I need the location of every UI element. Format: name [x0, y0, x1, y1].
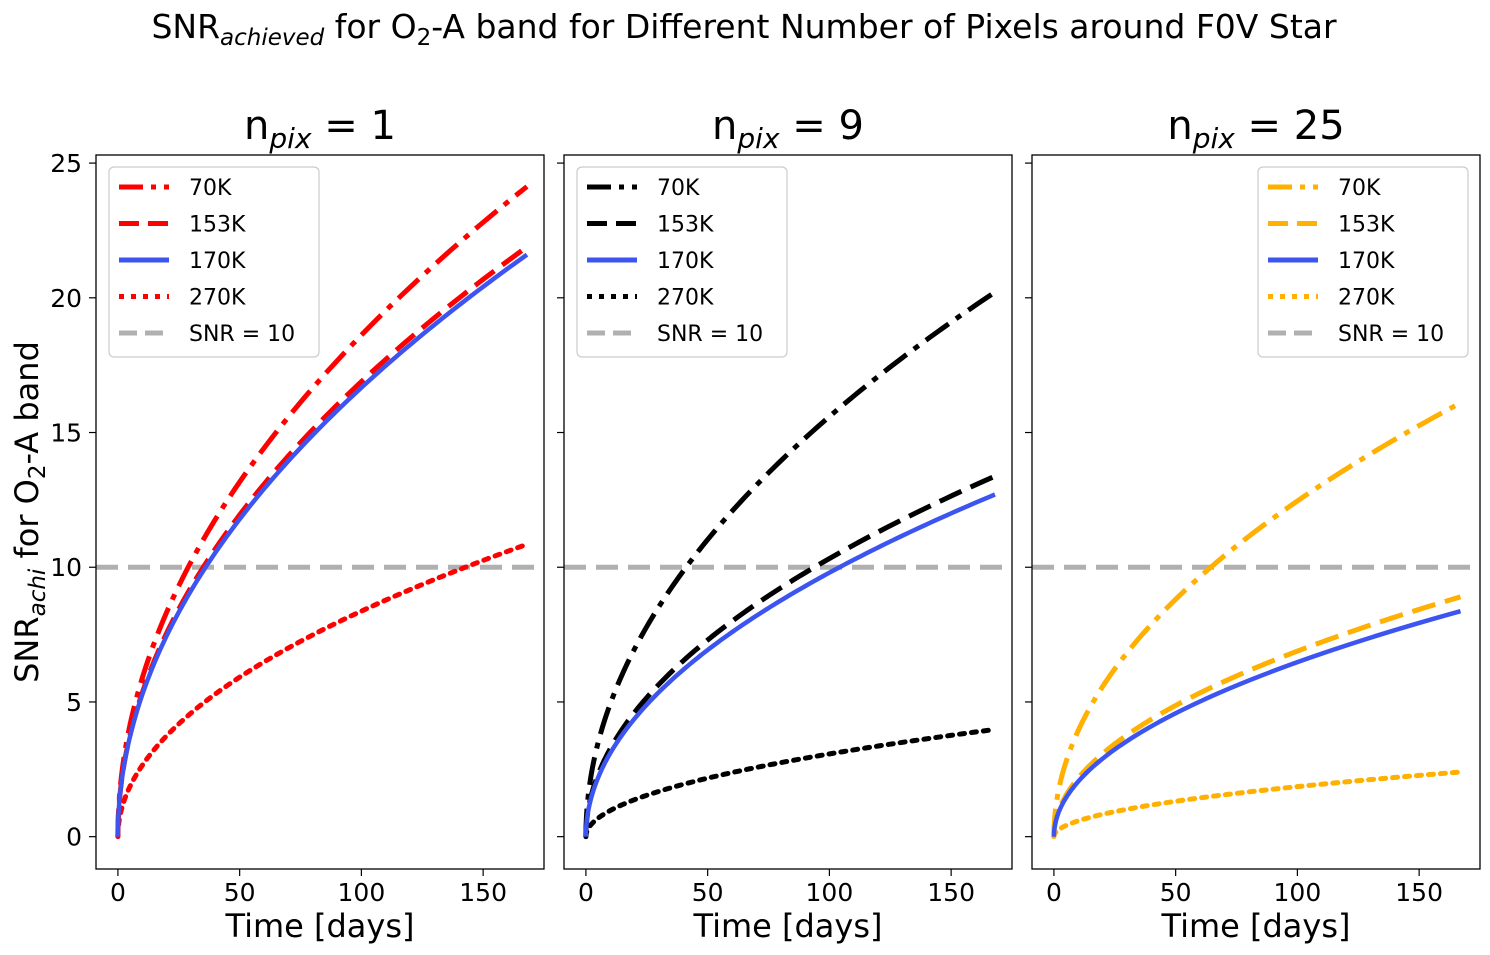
x-tick-label: 150 [459, 878, 507, 907]
legend-label: 70K [657, 176, 700, 201]
series-line-270k [583, 726, 998, 840]
series-line-270k [1051, 769, 1464, 840]
series-line-70k [583, 290, 997, 837]
legend-label: 70K [1338, 176, 1381, 201]
axes-frame [563, 154, 1013, 870]
legend-label: SNR = 10 [189, 322, 295, 347]
x-tick-label: 100 [1274, 878, 1322, 907]
legend-label: SNR = 10 [657, 322, 763, 347]
legend-box [1257, 166, 1469, 358]
y-tick-label: 20 [50, 284, 82, 313]
legend-box [576, 166, 788, 358]
legend-label: 153K [657, 213, 714, 238]
x-tick-label: 50 [224, 878, 256, 907]
x-tick-label: 150 [1395, 878, 1443, 907]
y-axis-label: SNRachi for O2-A band [8, 341, 51, 683]
series-line-270k [115, 541, 530, 840]
x-tick-label: 150 [927, 878, 975, 907]
subplot-1: npix = 1 0 50 100 150 0 5 10 15 20 25 Time [days] 70… [50, 103, 545, 945]
figure-title: SNRachieved for O2-A band for Different … [151, 7, 1337, 51]
series-line-70k [1051, 400, 1462, 837]
legend: 70K 153K 170K 270K SNR = 10 [108, 166, 320, 358]
x-tick-label: 50 [1160, 878, 1192, 907]
series-line-153k [1051, 594, 1462, 837]
subplot-3: npix = 25 0 50 100 150 Time [days] 70K 153K 170K… [1025, 103, 1481, 945]
subplot-2: npix = 9 0 50 100 150 Time [days] 70K 153K 170K 2… [557, 103, 1013, 945]
legend-box [108, 166, 320, 358]
series-line-170k [115, 252, 529, 837]
y-tick-label: 0 [66, 823, 82, 852]
y-tick-label: 15 [50, 419, 82, 448]
legend-label: 70K [189, 176, 232, 201]
series-line-170k [1051, 608, 1462, 837]
legend-label: 270K [657, 286, 714, 311]
series-line-153k [115, 244, 529, 837]
plot-area [1032, 400, 1480, 840]
plot-area [564, 290, 1012, 840]
y-tick-label: 5 [66, 688, 82, 717]
axes-frame [1031, 154, 1481, 870]
subplots-group: npix = 1 0 50 100 150 0 5 10 15 20 25 Time [days] 70… [50, 103, 1481, 945]
legend: 70K 153K 170K 270K SNR = 10 [576, 166, 788, 358]
series-line-153k [583, 473, 996, 837]
x-tick-label: 0 [1046, 878, 1062, 907]
legend-label: 153K [189, 213, 246, 238]
x-tick-label: 50 [692, 878, 724, 907]
legend-label: 170K [189, 249, 246, 274]
axes-frame [95, 154, 545, 870]
legend-label: 170K [657, 249, 714, 274]
x-axis-label: Time [days] [225, 907, 415, 945]
legend-label: 170K [1338, 249, 1395, 274]
x-tick-label: 0 [578, 878, 594, 907]
subplot-title: npix = 1 [244, 103, 396, 155]
y-tick-label: 25 [50, 149, 82, 178]
y-tick-label: 10 [50, 553, 82, 582]
x-axis-label: Time [days] [1161, 907, 1351, 945]
subplot-title: npix = 9 [712, 103, 864, 155]
plot-area [96, 184, 544, 840]
x-tick-label: 100 [806, 878, 854, 907]
legend-label: 270K [1338, 286, 1395, 311]
legend-label: SNR = 10 [1338, 322, 1444, 347]
x-axis-label: Time [days] [693, 907, 883, 945]
legend: 70K 153K 170K 270K SNR = 10 [1257, 166, 1469, 358]
x-tick-label: 0 [110, 878, 126, 907]
series-line-170k [583, 492, 996, 837]
subplot-title: npix = 25 [1167, 103, 1344, 155]
legend-label: 270K [189, 286, 246, 311]
x-tick-label: 100 [338, 878, 386, 907]
legend-label: 153K [1338, 213, 1395, 238]
